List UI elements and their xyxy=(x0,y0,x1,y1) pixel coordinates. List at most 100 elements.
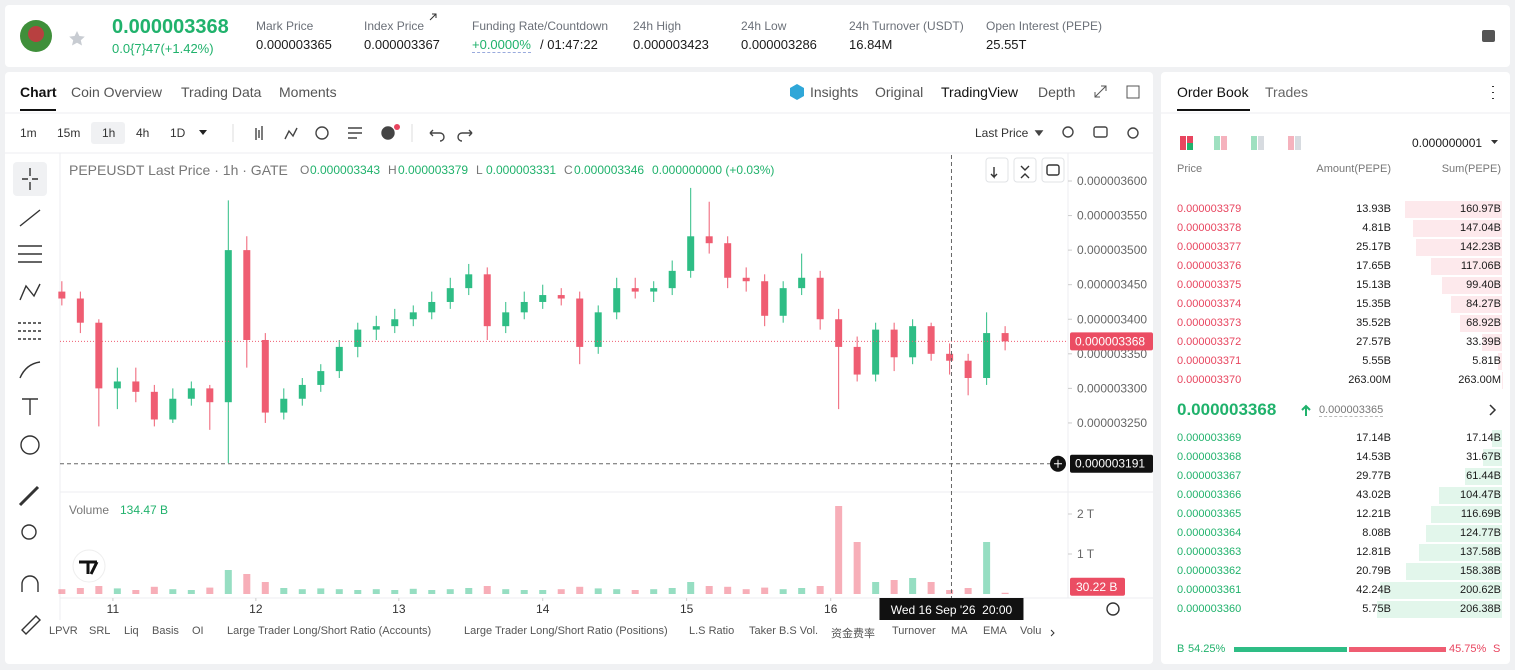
book-tab[interactable]: Order Book xyxy=(1177,84,1249,100)
scroll-right[interactable] xyxy=(1050,629,1055,637)
book-more[interactable] xyxy=(1489,404,1497,416)
magnet-tool[interactable] xyxy=(21,575,39,592)
last-price-tag-label: 0.000003368 xyxy=(1075,334,1145,348)
indicator[interactable]: L.S Ratio xyxy=(689,625,735,637)
interval[interactable]: 15m xyxy=(57,126,81,140)
drawing-tools[interactable] xyxy=(13,162,1120,635)
candle-body xyxy=(409,312,417,320)
layout-icon[interactable] xyxy=(1258,136,1264,150)
candle-body xyxy=(132,381,140,392)
interval[interactable]: 4h xyxy=(136,126,150,140)
indicator[interactable]: Turnover xyxy=(892,625,936,637)
indicator[interactable]: Volu xyxy=(1020,625,1042,637)
price-type-caret[interactable] xyxy=(1034,130,1044,137)
layout-icon[interactable] xyxy=(1295,136,1301,150)
indicator-icon[interactable] xyxy=(284,127,298,140)
book-price: 0.000003378 xyxy=(1177,222,1242,234)
chart-tab[interactable]: Chart xyxy=(20,84,57,100)
chart-tab[interactable]: Moments xyxy=(279,84,337,100)
depth-bar xyxy=(1491,430,1502,447)
book-tab[interactable]: Trades xyxy=(1265,84,1309,100)
notes-icon[interactable] xyxy=(1482,30,1495,42)
toolbar-icons[interactable] xyxy=(255,126,1139,142)
volume-bar xyxy=(539,590,547,594)
brush-tool[interactable] xyxy=(19,361,41,379)
y-tick-label: 0.000003400 xyxy=(1077,312,1147,326)
emoji-tool[interactable] xyxy=(20,435,40,455)
book-mark-price: 0.000003365 xyxy=(1319,404,1384,417)
layout-icon[interactable] xyxy=(1187,143,1193,150)
indicator[interactable]: Liq xyxy=(124,625,139,637)
index-arrow xyxy=(429,13,437,21)
line-tool[interactable] xyxy=(19,209,41,227)
indicator[interactable]: OI xyxy=(192,625,204,637)
chart-control[interactable] xyxy=(1046,164,1060,176)
undo-icon[interactable] xyxy=(429,129,445,142)
fib-tool[interactable] xyxy=(18,322,42,340)
redo-icon[interactable] xyxy=(457,129,473,142)
layout-icon[interactable] xyxy=(1288,136,1294,150)
depth-bar xyxy=(1380,582,1502,599)
view-tab[interactable]: TradingView xyxy=(941,84,1019,100)
ruler-tool[interactable] xyxy=(18,485,40,507)
candle-body xyxy=(946,353,954,361)
add-icon[interactable] xyxy=(381,126,395,140)
chart-settings[interactable] xyxy=(1106,602,1120,616)
snapshot-icon[interactable] xyxy=(1093,126,1108,138)
view-tab[interactable]: Insights xyxy=(810,84,859,100)
precision-caret[interactable] xyxy=(1491,140,1498,144)
chart-control[interactable] xyxy=(990,167,998,179)
layout-icon[interactable] xyxy=(1214,136,1220,150)
candles-icon[interactable] xyxy=(255,126,263,140)
indicator[interactable]: 资金费率 xyxy=(831,628,875,640)
layout-icon[interactable] xyxy=(1221,136,1227,150)
volume-bar xyxy=(354,590,362,594)
search-icon[interactable] xyxy=(1062,126,1074,138)
pencil-tool[interactable] xyxy=(21,615,41,635)
crosshair-tool[interactable] xyxy=(22,168,38,190)
layout-icon[interactable] xyxy=(1187,136,1193,143)
indicator[interactable]: Basis xyxy=(152,625,179,637)
indicator[interactable]: EMA xyxy=(983,625,1007,637)
precision[interactable]: 0.000000001 xyxy=(1412,136,1483,150)
indicator[interactable]: SRL xyxy=(89,625,111,637)
stat-label: Index Price xyxy=(364,19,425,33)
chart-tab[interactable]: Coin Overview xyxy=(71,84,163,100)
indicator[interactable]: MA xyxy=(951,625,968,637)
view-tab[interactable]: Depth xyxy=(1038,84,1076,100)
chart-control[interactable] xyxy=(1020,165,1030,179)
volume-bar xyxy=(576,586,584,594)
fullscreen-icon[interactable] xyxy=(1094,85,1107,98)
zoom-tool[interactable] xyxy=(21,524,37,540)
dropdown-caret[interactable] xyxy=(199,130,207,135)
layout-icon[interactable] xyxy=(1180,136,1186,150)
price-type[interactable]: Last Price xyxy=(975,126,1029,140)
channel-tool[interactable] xyxy=(18,245,42,263)
layout-icon[interactable] xyxy=(1251,136,1257,150)
book-layout-icons[interactable] xyxy=(1180,136,1301,150)
indicator[interactable]: Large Trader Long/Short Ratio (Accounts) xyxy=(227,625,432,637)
stat-value: 0.000003423 xyxy=(633,37,709,52)
interval[interactable]: 1m xyxy=(20,126,37,140)
pattern-tool[interactable] xyxy=(19,283,41,301)
replay-icon[interactable] xyxy=(315,126,329,140)
indicator[interactable]: Taker B.S Vol. xyxy=(749,625,819,637)
volume-bar xyxy=(594,588,602,594)
text-tool[interactable] xyxy=(22,398,38,415)
indicator[interactable]: LPVR xyxy=(49,625,78,637)
book-amount: 20.79B xyxy=(1356,565,1391,577)
chart-tab[interactable]: Trading Data xyxy=(181,84,262,100)
window-icon[interactable] xyxy=(1126,85,1140,99)
indicator[interactable]: Large Trader Long/Short Ratio (Positions… xyxy=(464,625,668,637)
settings-icon[interactable] xyxy=(1127,127,1139,139)
candle-body xyxy=(631,288,639,292)
interval[interactable]: 1h xyxy=(102,126,116,140)
book-sum: 200.62B xyxy=(1460,584,1501,596)
ohlc-value: 0.000003331 xyxy=(486,163,557,177)
book-price: 0.000003377 xyxy=(1177,241,1242,253)
interval[interactable]: 1D xyxy=(170,126,186,140)
template-icon[interactable] xyxy=(348,127,362,139)
view-tab[interactable]: Original xyxy=(875,84,924,100)
favorite-star[interactable] xyxy=(69,31,85,46)
